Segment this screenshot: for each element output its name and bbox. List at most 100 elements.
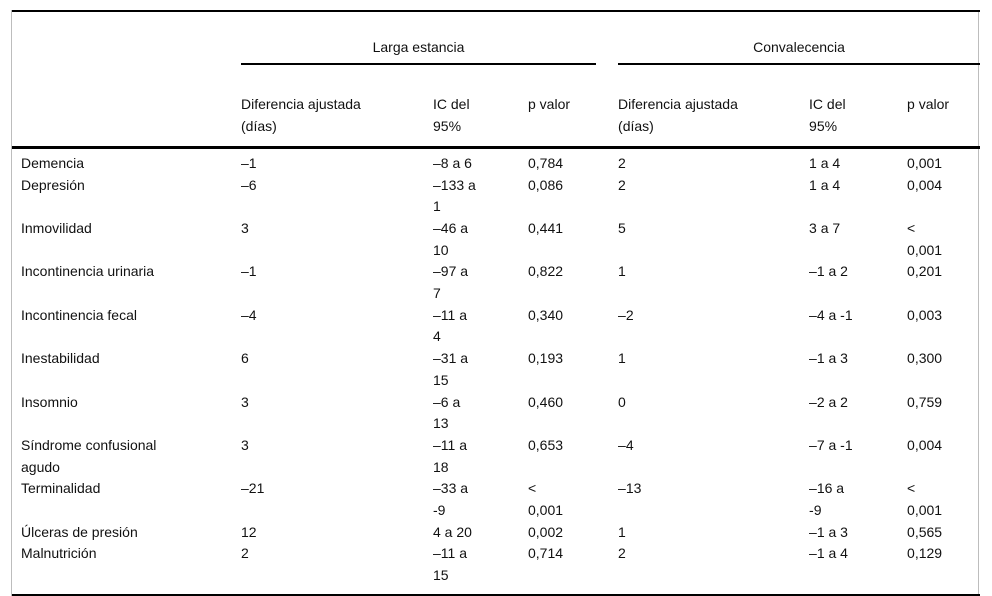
row-label: Incontinencia urinaria [21,263,155,280]
col-header-pvalor-larga-estancia: p valor [528,86,619,149]
data-table: Larga estancia Convalecencia Diferencia … [12,10,981,596]
group-label: Convalecencia [753,39,845,56]
cell-le_ic: –33 a -9 [433,480,469,519]
cell-c_p: 0,300 [907,350,943,367]
cell-c_p: < 0,001 [907,480,943,519]
cell-le_ic: –97 a 7 [433,263,469,302]
cell-c_diff: 2 [618,154,626,171]
cell-le_p: 0,784 [528,154,564,171]
cell-c_ic: –1 a 2 [809,263,848,280]
cell-c_diff: –13 [618,480,642,497]
cell-le_diff: –6 [241,176,257,193]
row-label: Terminalidad [21,480,101,497]
cell-c_diff: 2 [618,176,626,193]
col-header-diferencia-larga-estancia: Diferencia ajustada (días) [241,86,433,149]
cell-le_ic: –6 a 13 [433,393,461,432]
group-label: Larga estancia [372,39,465,56]
table-frame: Larga estancia Convalecencia Diferencia … [11,10,981,596]
cell-le_diff: 2 [241,545,249,562]
corner-cell-sub [12,86,241,149]
cell-c_ic: 1 a 4 [809,154,841,171]
col-header-diferencia-convalecencia: Diferencia ajustada (días) [618,86,810,149]
cell-le_p: 0,822 [528,263,564,280]
cell-c_p: 0,759 [907,393,943,410]
cell-le_ic: –31 a 15 [433,350,469,388]
corner-cell [12,11,241,86]
cell-c_p: 0,565 [907,523,943,540]
table-row: Insomnio 3 –6 a 13 0,460 0 –2 a 2 0,759 [12,392,980,435]
row-label: Incontinencia fecal [21,306,137,323]
cell-le_ic: –46 a 10 [433,219,469,258]
cell-le_p: 0,441 [528,219,564,236]
cell-c_ic: –1 a 3 [809,523,848,540]
cell-c_diff: 1 [618,523,626,540]
group-header-row: Larga estancia Convalecencia [12,11,981,86]
table-row: Demencia –1 –8 a 6 0,784 2 1 a 4 0,001 [12,147,980,174]
cell-le_diff: 3 [241,393,249,410]
row-label: Insomnio [21,393,78,410]
cell-le_diff: –1 [241,263,257,280]
cell-le_p: 0,193 [528,350,564,367]
row-label: Demencia [21,154,85,171]
cell-le_diff: 12 [241,523,257,540]
group-header-larga-estancia: Larga estancia [241,11,618,86]
cell-le_diff: 6 [241,350,249,367]
group-header-larga-estancia-label: Larga estancia [241,34,597,65]
cell-c_p: < 0,001 [907,219,943,258]
cell-le_p: 0,340 [528,306,564,323]
cell-c_ic: 3 a 7 [809,219,841,236]
table-header: Larga estancia Convalecencia Diferencia … [12,11,981,149]
cell-le_diff: 3 [241,219,249,236]
row-label: Depresión [21,176,85,193]
cell-c_diff: 5 [618,219,626,236]
cell-c_p: 0,201 [907,263,943,280]
cell-le_p: 0,653 [528,436,564,453]
cell-c_ic: –4 a -1 [809,306,853,323]
cell-c_ic: –1 a 4 [809,545,848,562]
row-label: Síndrome confusional agudo [21,436,157,475]
row-label: Inmovilidad [21,219,92,236]
col-header-pvalor-convalecencia: p valor [907,86,981,149]
table-row: Úlceras de presión 12 4 a 20 0,002 1 –1 a 3 0,… [12,522,980,544]
cell-le_p: 0,086 [528,176,564,193]
cell-c_diff: 1 [618,350,626,367]
table-row: Inestabilidad 6 –31 a 15 0,193 1 –1 a 3 0,300 [12,348,980,391]
cell-le_diff: –21 [241,480,265,497]
cell-c_diff: 1 [618,263,626,280]
group-header-convalecencia-label: Convalecencia [618,34,981,65]
cell-le_ic: –11 a 15 [433,545,467,584]
cell-le_p: 0,714 [528,545,564,562]
cell-le_diff: 3 [241,436,249,453]
cell-c_p: 0,129 [907,545,943,562]
group-header-convalecencia: Convalecencia [618,11,981,86]
cell-le_diff: –4 [241,306,257,323]
table-body: Demencia –1 –8 a 6 0,784 2 1 a 4 0,001 Depresió… [12,147,980,595]
column-header-row: Diferencia ajustada (días) IC del 95% p … [12,86,981,149]
cell-c_p: 0,003 [907,306,943,323]
table-row: Terminalidad –21 –33 a -9 < 0,001 –13 –16 a -… [12,478,980,521]
cell-le_ic: –11 a 18 [433,436,467,475]
cell-le_p: 0,460 [528,393,564,410]
cell-c_ic: –2 a 2 [809,393,848,410]
cell-c_diff: 0 [618,393,626,410]
cell-c_p: 0,004 [907,436,943,453]
cell-c_ic: –16 a -9 [809,480,845,519]
table-row: Incontinencia urinaria –1 –97 a 7 0,822 1 –1 … [12,261,980,304]
row-label: Inestabilidad [21,350,100,367]
cell-le_p: < 0,001 [528,480,564,519]
cell-c_ic: 1 a 4 [809,176,841,193]
cell-le_ic: –133 a 1 [433,176,476,215]
table-row: Incontinencia fecal –4 –11 a 4 0,340 –2 –4 a … [12,305,980,348]
cell-c_ic: –1 a 3 [809,350,848,367]
table-row: Malnutrición 2 –11 a 15 0,714 2 –1 a 4 0,129 [12,543,980,594]
cell-c_p: 0,001 [907,154,943,171]
table-row: Inmovilidad 3 –46 a 10 0,441 5 3 a 7 < 0,001 [12,218,980,261]
cell-c_ic: –7 a -1 [809,436,853,453]
col-header-ic-convalecencia: IC del 95% [809,86,908,149]
cell-le_ic: –11 a 4 [433,306,467,345]
cell-c_p: 0,004 [907,176,943,193]
cell-le_p: 0,002 [528,523,564,540]
cell-le_diff: –1 [241,154,257,171]
cell-le_ic: 4 a 20 [433,523,472,540]
table-row: Depresión –6 –133 a 1 0,086 2 1 a 4 0,004 [12,175,980,218]
